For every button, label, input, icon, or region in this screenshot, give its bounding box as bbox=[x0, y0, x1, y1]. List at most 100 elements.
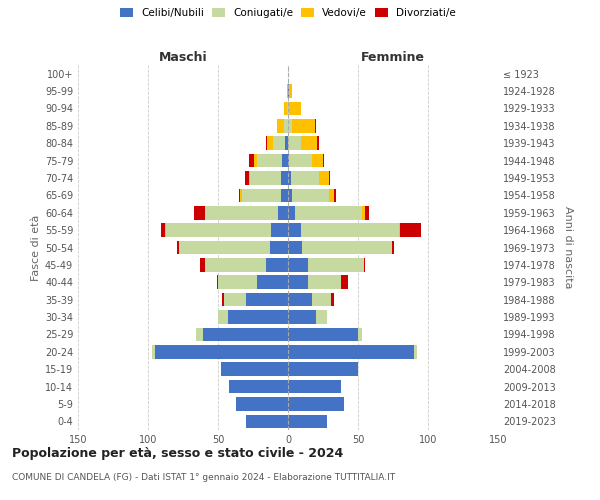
Bar bbox=[254, 154, 257, 168]
Bar bbox=[257, 154, 283, 168]
Bar bbox=[358, 328, 362, 341]
Bar bbox=[284, 102, 287, 115]
Bar bbox=[319, 171, 329, 185]
Bar bbox=[341, 276, 348, 289]
Bar bbox=[203, 328, 288, 341]
Bar bbox=[245, 171, 249, 185]
Legend: Celibi/Nubili, Coniugati/e, Vedovi/e, Divorziati/e: Celibi/Nubili, Coniugati/e, Vedovi/e, Di… bbox=[117, 5, 459, 21]
Bar bbox=[288, 136, 301, 150]
Bar bbox=[288, 414, 327, 428]
Bar bbox=[281, 188, 288, 202]
Bar bbox=[287, 102, 288, 115]
Bar bbox=[272, 136, 285, 150]
Bar bbox=[222, 293, 224, 306]
Bar bbox=[241, 188, 242, 202]
Bar bbox=[288, 171, 291, 185]
Bar bbox=[316, 310, 327, 324]
Bar bbox=[329, 188, 334, 202]
Bar bbox=[312, 293, 331, 306]
Bar bbox=[179, 240, 270, 254]
Bar bbox=[218, 310, 228, 324]
Bar bbox=[288, 328, 358, 341]
Bar bbox=[331, 293, 334, 306]
Bar bbox=[334, 188, 335, 202]
Bar bbox=[288, 102, 289, 115]
Bar bbox=[364, 258, 365, 272]
Bar bbox=[246, 293, 288, 306]
Bar bbox=[200, 258, 205, 272]
Bar bbox=[239, 188, 241, 202]
Bar bbox=[365, 206, 369, 220]
Bar bbox=[289, 84, 292, 98]
Bar bbox=[288, 345, 414, 358]
Bar bbox=[288, 258, 308, 272]
Bar bbox=[323, 154, 325, 168]
Bar bbox=[266, 258, 288, 272]
Bar bbox=[178, 240, 179, 254]
Bar bbox=[292, 188, 329, 202]
Bar bbox=[270, 240, 288, 254]
Bar bbox=[217, 276, 218, 289]
Bar bbox=[229, 380, 288, 394]
Bar bbox=[308, 276, 341, 289]
Bar bbox=[249, 154, 254, 168]
Bar bbox=[292, 119, 314, 132]
Bar bbox=[288, 154, 289, 168]
Bar bbox=[166, 224, 271, 237]
Bar bbox=[295, 206, 362, 220]
Bar bbox=[288, 188, 292, 202]
Bar bbox=[317, 136, 319, 150]
Bar bbox=[250, 171, 281, 185]
Bar bbox=[301, 136, 317, 150]
Bar bbox=[281, 171, 288, 185]
Bar bbox=[278, 206, 288, 220]
Bar bbox=[288, 276, 308, 289]
Bar bbox=[285, 136, 288, 150]
Bar bbox=[301, 224, 398, 237]
Text: Popolazione per età, sesso e stato civile - 2024: Popolazione per età, sesso e stato civil… bbox=[12, 448, 343, 460]
Bar bbox=[246, 414, 288, 428]
Bar bbox=[165, 224, 166, 237]
Bar bbox=[308, 258, 364, 272]
Bar bbox=[288, 310, 316, 324]
Bar bbox=[288, 206, 295, 220]
Bar bbox=[224, 293, 246, 306]
Bar bbox=[414, 345, 417, 358]
Bar bbox=[196, 328, 203, 341]
Bar bbox=[288, 119, 292, 132]
Text: Femmine: Femmine bbox=[361, 51, 425, 64]
Bar bbox=[312, 154, 323, 168]
Bar bbox=[284, 119, 288, 132]
Bar bbox=[362, 206, 365, 220]
Bar bbox=[236, 397, 288, 410]
Bar bbox=[218, 276, 257, 289]
Bar bbox=[277, 119, 284, 132]
Bar bbox=[242, 188, 281, 202]
Bar bbox=[249, 171, 250, 185]
Bar bbox=[288, 380, 341, 394]
Bar bbox=[283, 154, 288, 168]
Bar bbox=[288, 240, 302, 254]
Bar bbox=[205, 258, 266, 272]
Bar bbox=[267, 136, 272, 150]
Text: COMUNE DI CANDELA (FG) - Dati ISTAT 1° gennaio 2024 - Elaborazione TUTTITALIA.IT: COMUNE DI CANDELA (FG) - Dati ISTAT 1° g… bbox=[12, 472, 395, 482]
Bar bbox=[289, 102, 301, 115]
Bar bbox=[266, 136, 267, 150]
Bar bbox=[257, 276, 288, 289]
Bar bbox=[205, 206, 278, 220]
Bar bbox=[228, 310, 288, 324]
Bar bbox=[314, 119, 316, 132]
Text: Maschi: Maschi bbox=[158, 51, 208, 64]
Bar bbox=[288, 362, 358, 376]
Bar bbox=[291, 171, 319, 185]
Bar bbox=[155, 345, 288, 358]
Bar bbox=[287, 84, 288, 98]
Bar bbox=[288, 293, 312, 306]
Bar bbox=[288, 224, 301, 237]
Bar bbox=[161, 224, 165, 237]
Bar bbox=[289, 154, 312, 168]
Bar bbox=[302, 240, 392, 254]
Bar bbox=[221, 362, 288, 376]
Bar bbox=[288, 84, 289, 98]
Y-axis label: Fasce di età: Fasce di età bbox=[31, 214, 41, 280]
